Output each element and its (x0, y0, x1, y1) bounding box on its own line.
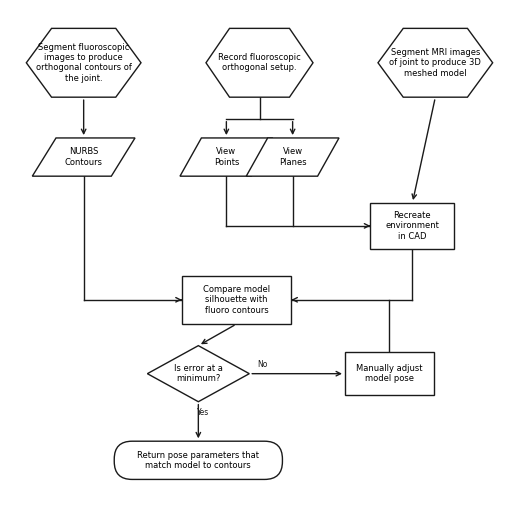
FancyBboxPatch shape (182, 276, 291, 324)
Text: Segment MRI images
of joint to produce 3D
meshed model: Segment MRI images of joint to produce 3… (389, 48, 481, 78)
Text: View
Planes: View Planes (279, 147, 306, 167)
Polygon shape (26, 28, 141, 97)
Text: No: No (257, 359, 267, 369)
Text: Record fluoroscopic
orthogonal setup.: Record fluoroscopic orthogonal setup. (218, 53, 301, 73)
Polygon shape (246, 138, 339, 176)
Text: Is error at a
minimum?: Is error at a minimum? (174, 364, 223, 383)
Text: Manually adjust
model pose: Manually adjust model pose (356, 364, 422, 383)
Polygon shape (206, 28, 313, 97)
Text: NURBS
Contours: NURBS Contours (65, 147, 103, 167)
Polygon shape (32, 138, 135, 176)
FancyBboxPatch shape (371, 203, 455, 249)
Text: Yes: Yes (197, 408, 210, 417)
Polygon shape (180, 138, 273, 176)
Text: Recreate
environment
in CAD: Recreate environment in CAD (386, 211, 440, 241)
Text: Compare model
silhouette with
fluoro contours: Compare model silhouette with fluoro con… (203, 285, 270, 314)
Text: Segment fluoroscopic
images to produce
orthogonal contours of
the joint.: Segment fluoroscopic images to produce o… (36, 42, 132, 83)
Polygon shape (378, 28, 493, 97)
Text: View
Points: View Points (214, 147, 239, 167)
FancyBboxPatch shape (345, 352, 434, 395)
Text: Return pose parameters that
match model to contours: Return pose parameters that match model … (138, 451, 260, 470)
Polygon shape (147, 346, 249, 401)
FancyBboxPatch shape (114, 441, 282, 480)
